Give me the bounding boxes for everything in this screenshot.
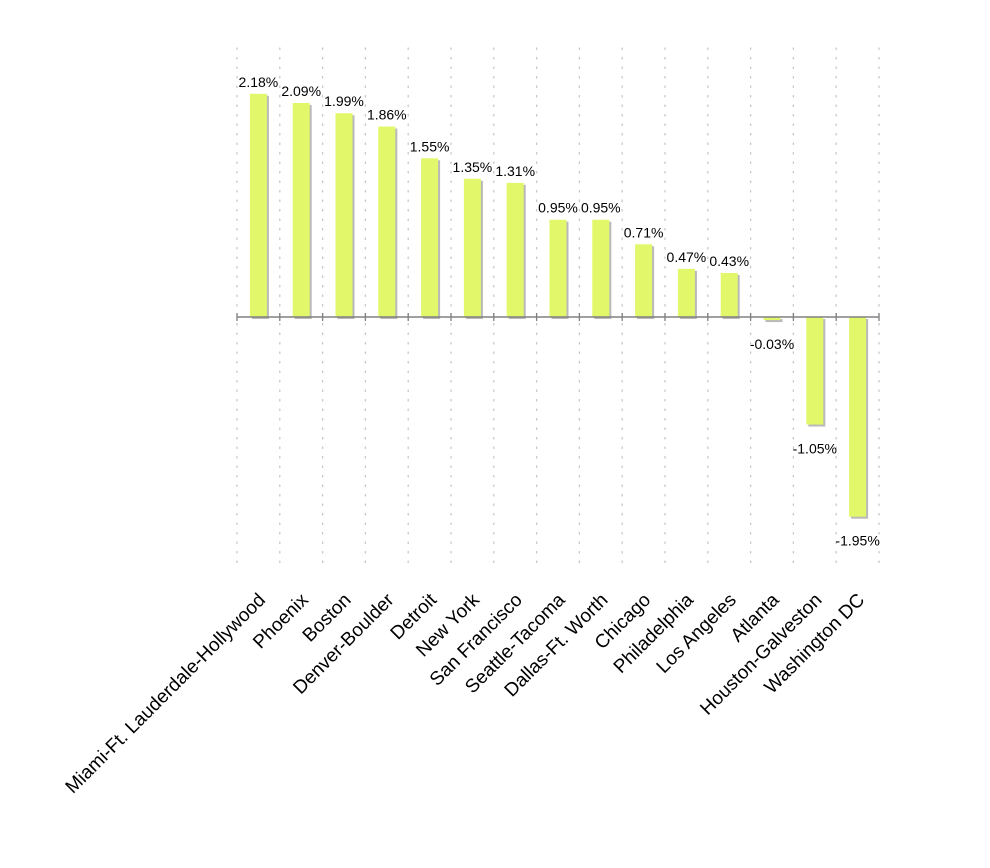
category-label: Miami-Ft. Lauderdale-Hollywood	[62, 590, 270, 798]
value-label: 2.09%	[281, 83, 321, 99]
value-label: 1.31%	[495, 163, 535, 179]
category-labels: Miami-Ft. Lauderdale-HollywoodPhoenixBos…	[62, 589, 869, 798]
value-label: 0.47%	[667, 249, 707, 265]
bar	[335, 113, 353, 317]
bars	[249, 93, 869, 519]
value-label: 1.99%	[324, 93, 364, 109]
zero-axis	[236, 313, 880, 321]
bar	[592, 219, 610, 317]
value-label: 1.35%	[453, 159, 493, 175]
value-label: 1.55%	[410, 138, 450, 154]
value-label: 0.71%	[624, 224, 664, 240]
value-labels: 2.18%2.09%1.99%1.86%1.55%1.35% 1.31% 0.95%…	[239, 74, 880, 549]
value-label: 2.18%	[239, 74, 279, 90]
bar	[549, 219, 567, 317]
value-label: 0.95%	[538, 200, 578, 216]
bar	[421, 158, 439, 317]
bar	[506, 182, 524, 317]
bar	[763, 317, 781, 321]
bar	[720, 272, 738, 317]
value-label: -0.03%	[750, 336, 794, 352]
value-label: 0.43%	[709, 253, 749, 269]
value-label: -1.95%	[835, 533, 879, 549]
bar	[806, 317, 824, 425]
bar-shadow	[765, 319, 783, 323]
value-label: -1.05%	[793, 441, 837, 457]
bar	[292, 102, 310, 317]
grid-lines	[236, 47, 880, 566]
bar	[378, 126, 396, 317]
value-label: 0.95%	[581, 200, 621, 216]
bar	[677, 268, 695, 317]
bar	[849, 317, 867, 517]
bar	[249, 93, 267, 317]
value-label: 1.86%	[367, 107, 407, 123]
bar	[635, 244, 653, 317]
bar	[463, 178, 481, 317]
